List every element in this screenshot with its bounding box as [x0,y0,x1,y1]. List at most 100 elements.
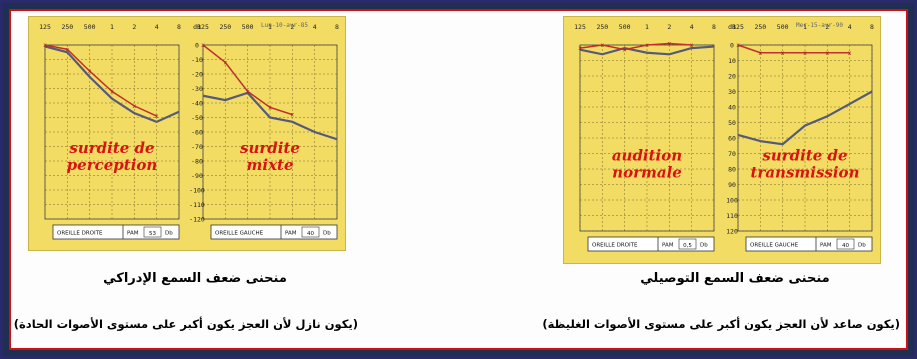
perception-db-tick: -50 [191,114,203,122]
caption-transmission-note: (يكون صاعد لأن العجز يكون أكبر على مستوى… [542,317,900,331]
transmission-chart2-red-marker: x [803,50,807,57]
perception-chart1-info-ear: OREILLE DROITE [57,231,103,237]
transmission-db-tick: 0 [730,42,734,50]
transmission-db-tick: 70 [728,150,736,158]
transmission-chart2-freq-label: 8 [870,23,874,31]
audiogram-perception-svg: Lun-10-avr-85 125 250 500 1 2 4 8 x x x x x x surdite … [39,22,339,240]
perception-chart1-info-value: 53 [149,231,156,237]
transmission-chart2-info-unit: Db [858,243,866,249]
perception-chart1-freq-label: 500 [84,23,96,31]
perception-chart2-red-marker: x [246,88,250,95]
perception-chart2-bone-conduction-line [202,91,338,141]
transmission-chart2-freq-label: 250 [754,23,766,31]
transmission-chart1-freq-label: 500 [619,23,631,31]
transmission-chart1-info-unit: Db [700,243,708,249]
perception-chart2-info-value: 40 [307,231,314,237]
transmission-chart2-bone-conduction-line [737,90,873,146]
perception-chart1-info-code: PAM [127,231,139,237]
perception-chart1-plot-border [44,44,180,220]
perception-db-axis-symbol: dB [193,23,201,31]
transmission-chart2-label-line1: surdite de [762,146,847,164]
transmission-chart2-label-line2: transmission [751,163,860,181]
transmission-chart2-red-marker: x [848,50,852,57]
transmission-db-tick: 50 [728,119,736,127]
transmission-chart1-red-marker: x [601,42,605,49]
perception-chart2-label-line2: mixte [247,156,294,174]
transmission-db-tick: 60 [728,135,736,143]
transmission-chart2-freq-label: 1 [803,23,807,31]
perception-chart2-info-unit: Db [323,231,331,237]
transmission-chart2-info-code: PAM [820,243,832,249]
transmission-chart2-freq-label: 4 [848,23,852,31]
transmission-chart1-info-value: 0,5 [683,243,692,249]
perception-chart2-freq-label: 125 [197,23,209,31]
transmission-chart1-info-code: PAM [662,243,674,249]
audiogram-transmission-panel: Mer-15-avr-90 125 250 500 1 2 4 8 x x x x x x audition… [563,16,881,264]
perception-chart1-freq-label: 2 [132,23,136,31]
transmission-chart2-red-marker: x [826,50,830,57]
perception-chart1-red-marker: x [66,46,70,53]
transmission-chart1-label-line1: audition [612,146,682,164]
transmission-db-tick: 80 [728,166,736,174]
transmission-chart1-red-marker: x [623,47,627,54]
perception-chart1-red-marker: x [88,68,92,75]
transmission-chart2-plot-border [737,44,873,232]
perception-chart2-label-line1: surdite [240,139,300,157]
transmission-chart2-freq-label: 125 [732,23,744,31]
transmission-chart2-info-value: 40 [842,243,849,249]
perception-db-tick: -60 [191,129,203,137]
transmission-chart2-info-ear: OREILLE GAUCHE [750,243,799,249]
perception-db-tick: -80 [191,158,203,166]
perception-chart2-freq-label: 2 [290,23,294,31]
transmission-chart1-air-conduction-line [579,42,692,51]
perception-chart2-freq-label: 8 [335,23,339,31]
transmission-db-tick: 10 [728,57,736,65]
transmission-db-axis-symbol: dB [728,23,736,31]
transmission-date-note: Mer-15-avr-90 [796,22,843,29]
transmission-chart1-info-ear: OREILLE DROITE [592,243,638,249]
perception-chart1-label-line1: surdite de [69,139,154,157]
transmission-db-tick: 90 [728,181,736,189]
perception-chart2-freq-label: 500 [242,23,254,31]
caption-perception-title: منحنى ضعف السمع الإدراكي [103,271,287,286]
perception-chart2-red-marker: x [224,59,228,66]
transmission-db-tick: 120 [726,228,738,236]
perception-date-note: Lun-10-avr-85 [261,22,308,29]
perception-db-tick: -100 [189,187,205,195]
transmission-chart1-red-marker: x [578,45,582,52]
perception-db-tick: -110 [189,201,205,209]
perception-db-tick: -20 [191,71,203,79]
transmission-chart2-air-conduction-line [737,44,850,54]
transmission-chart1-freq-label: 250 [596,23,608,31]
perception-chart2-info-value-box [301,226,320,238]
perception-chart1-bone-conduction-line [44,45,180,124]
perception-chart2-red-marker: x [201,42,205,49]
perception-chart1-label-line2: perception [67,156,158,174]
perception-chart2-red-marker: x [268,104,272,111]
perception-chart2-info-ear: OREILLE GAUCHE [215,231,264,237]
perception-chart1-red-marker: x [155,113,159,120]
transmission-chart2-freq-label: 2 [825,23,829,31]
transmission-db-tick: 100 [726,197,738,205]
perception-chart2-freq-label: 1 [268,23,272,31]
transmission-chart1-freq-label: 2 [667,23,671,31]
transmission-chart2-red-marker: x [759,50,763,57]
transmission-chart2-freq-label: 500 [777,23,789,31]
perception-db-tick: -40 [191,100,203,108]
perception-db-tick: -120 [189,216,205,224]
perception-db-tick: 0 [195,42,199,50]
perception-chart1-freq-label: 125 [39,23,51,31]
perception-chart2-red-marker: x [291,112,295,119]
perception-chart2-freq-label: 4 [313,23,317,31]
audiogram-perception-panel: Lun-10-avr-85 125 250 500 1 2 4 8 x x x x x x surdite … [28,16,346,251]
perception-chart1-air-conduction-line [44,44,157,117]
transmission-chart2-red-marker: x [736,42,740,49]
perception-chart1-freq-label: 1 [110,23,114,31]
perception-chart1-red-marker: x [110,88,114,95]
transmission-chart1-freq-label: 8 [712,23,716,31]
transmission-chart1-red-marker: x [645,42,649,49]
perception-db-tick: -70 [191,143,203,151]
transmission-chart2-info-value-box [836,238,855,250]
caption-transmission-title: منحنى ضعف السمع التوصيلي [640,271,830,286]
